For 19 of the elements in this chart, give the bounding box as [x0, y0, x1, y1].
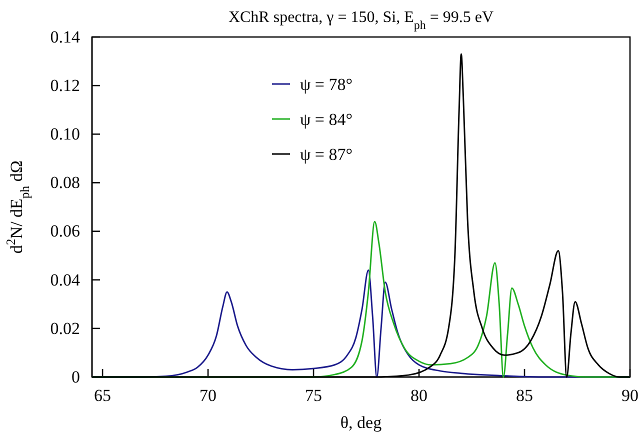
x-tick-label: 85 [516, 386, 534, 406]
x-tick-label: 65 [94, 386, 112, 406]
chart-title: XChR spectra, γ = 150, Si, E$_{ph}$ = 99.5 eV [228, 9, 494, 32]
y-tick-label: 0.08 [50, 173, 80, 192]
y-tick-label: 0 [72, 367, 80, 386]
legend-label: ψ = 87° [300, 145, 353, 164]
legend-label: ψ = 78° [300, 75, 353, 94]
y-tick-label: 0.10 [50, 124, 80, 144]
x-tick-label: 70 [200, 386, 217, 406]
x-axis-title: θ, deg [340, 413, 382, 432]
y-tick-label: 0.06 [50, 222, 80, 241]
legend-label: ψ = 84° [300, 110, 353, 129]
x-tick-label: 75 [305, 386, 322, 406]
x-tick-label: 80 [410, 386, 428, 406]
y-tick-label: 0.04 [50, 270, 80, 290]
y-tick-label: 0.12 [50, 76, 80, 96]
y-tick-label: 0.02 [50, 318, 80, 338]
x-tick-label: 90 [622, 386, 638, 406]
y-tick-label: 0.14 [50, 27, 80, 46]
